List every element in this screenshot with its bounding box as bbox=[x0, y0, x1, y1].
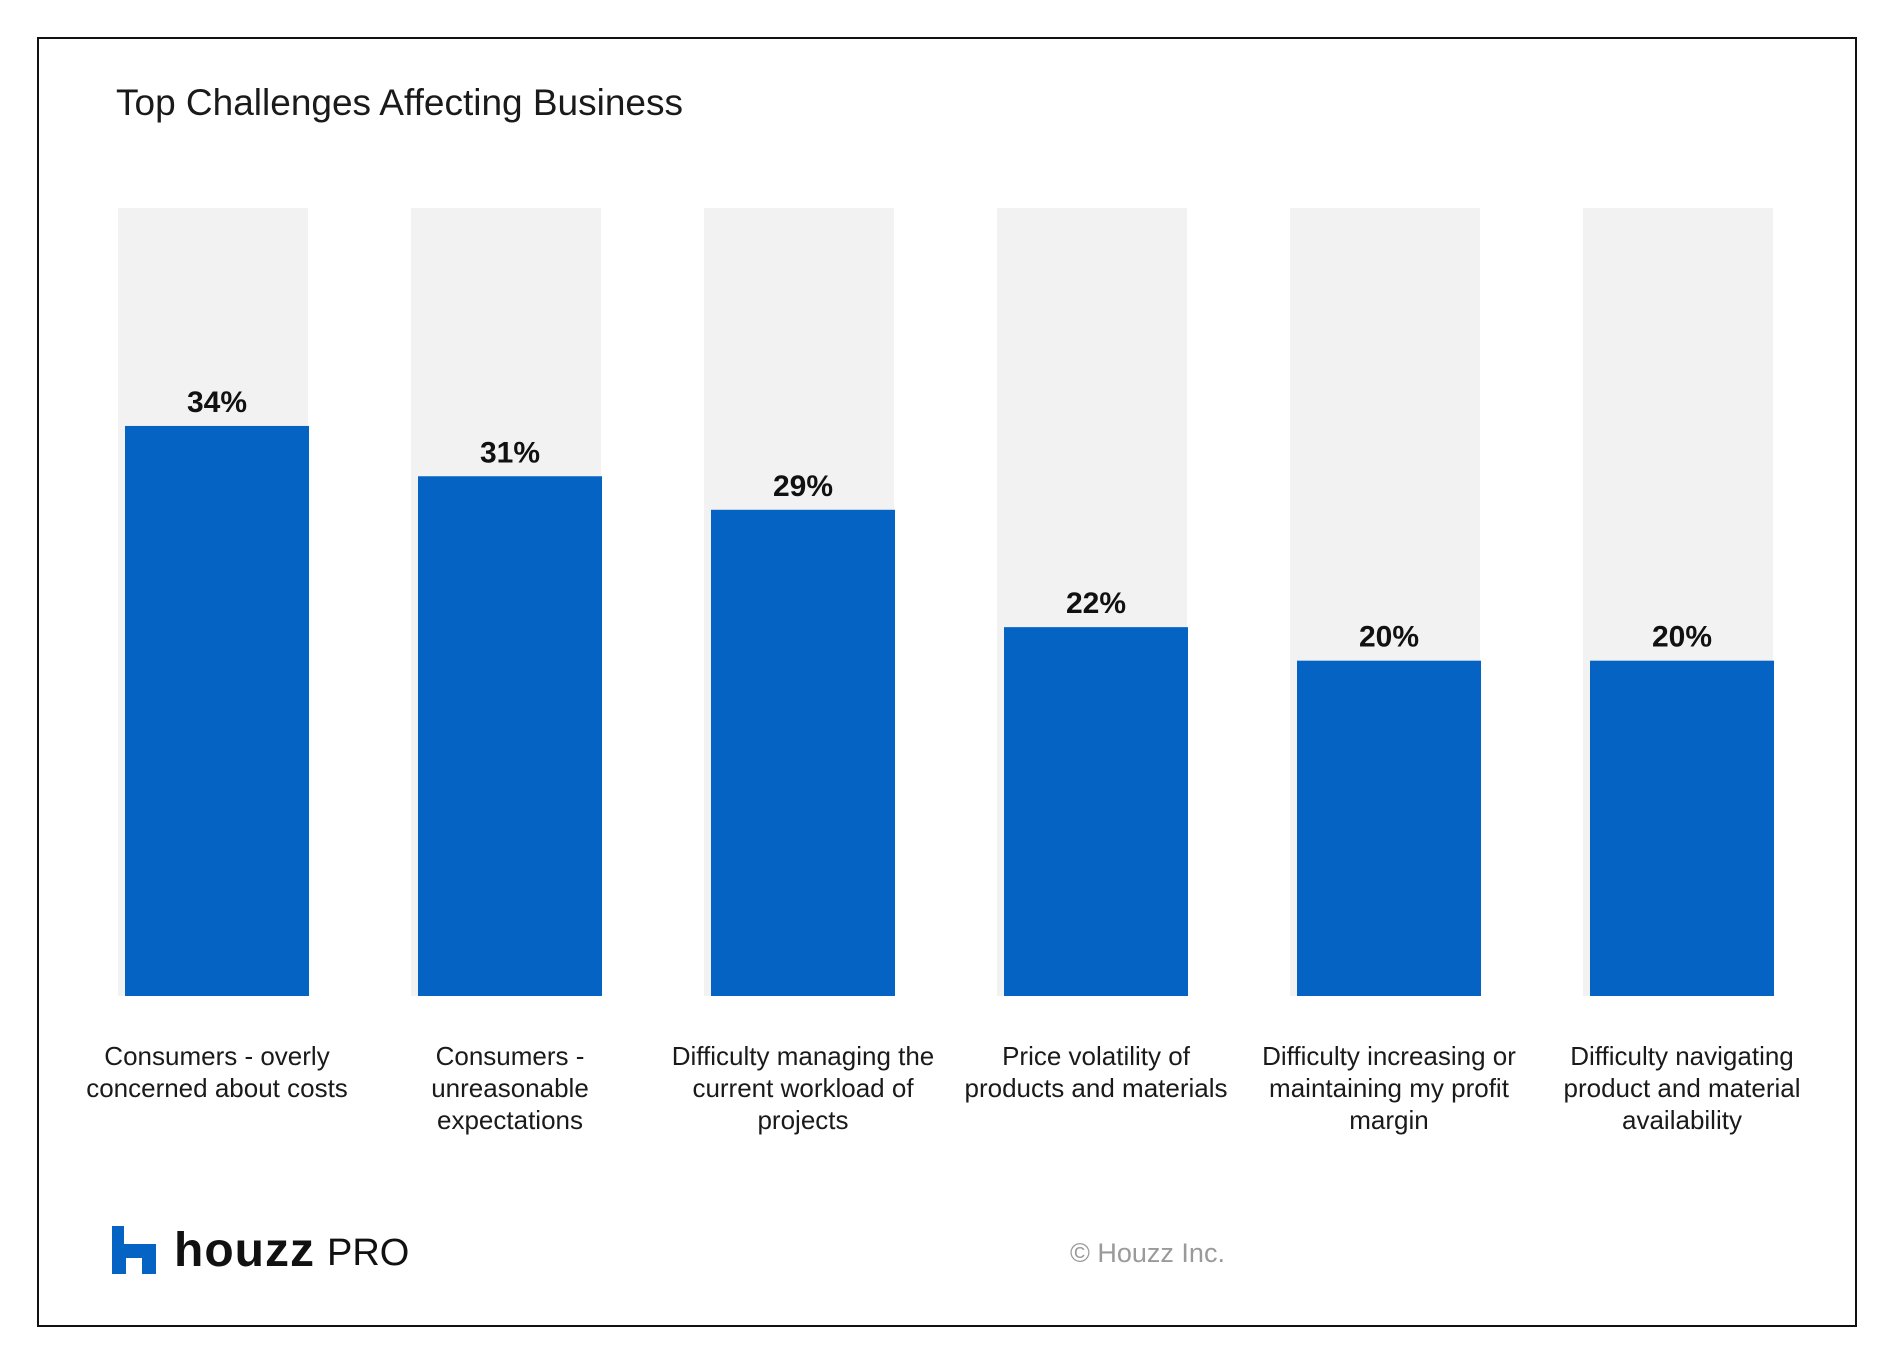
logo-sub: PRO bbox=[326, 1231, 410, 1274]
bar bbox=[125, 425, 309, 996]
data-label: 20% bbox=[1359, 621, 1419, 654]
chart-title: Top Challenges Affecting Business bbox=[116, 82, 684, 123]
houzz-pro-logo: houzz PRO bbox=[112, 1222, 409, 1278]
data-label: 31% bbox=[480, 436, 540, 469]
category-label: Consumers - overly concerned about costs bbox=[86, 1041, 348, 1103]
bar bbox=[1297, 660, 1481, 996]
data-label: 29% bbox=[773, 470, 833, 503]
bar bbox=[711, 509, 895, 996]
houzz-h-icon bbox=[112, 1226, 156, 1274]
category-label: Difficulty managing the current workload… bbox=[671, 1041, 935, 1135]
category-label: Price volatility of products and materia… bbox=[964, 1041, 1228, 1103]
chart-frame bbox=[37, 37, 1857, 1327]
copyright-text: © Houzz Inc. bbox=[1070, 1238, 1225, 1268]
bar bbox=[418, 476, 602, 996]
bar bbox=[1004, 627, 1188, 996]
data-label: 20% bbox=[1652, 621, 1712, 654]
data-label: 22% bbox=[1066, 587, 1126, 620]
category-label: Consumers - unreasonable expectations bbox=[431, 1041, 589, 1135]
bar bbox=[1590, 660, 1774, 996]
logo-word: houzz bbox=[174, 1223, 315, 1277]
category-label: Difficulty navigating product and materi… bbox=[1563, 1041, 1801, 1135]
data-label: 34% bbox=[187, 386, 247, 419]
category-label: Difficulty increasing or maintaining my … bbox=[1262, 1041, 1516, 1135]
